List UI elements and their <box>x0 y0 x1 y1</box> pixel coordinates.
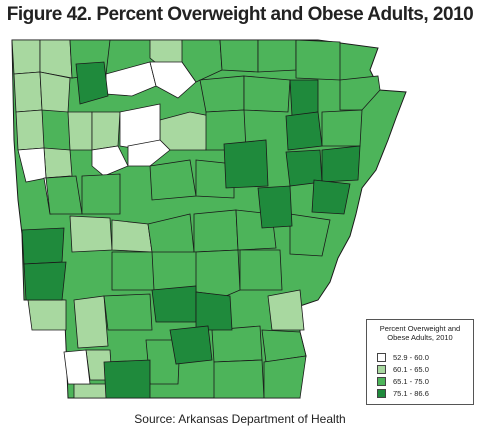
county <box>23 261 67 301</box>
county <box>111 219 153 253</box>
legend-label: 60.1 - 65.0 <box>393 365 429 374</box>
county <box>181 39 223 83</box>
county <box>289 213 331 257</box>
figure-title: Figure 42. Percent Overweight and Obese … <box>6 4 474 25</box>
county <box>149 61 197 99</box>
county <box>81 173 121 215</box>
county <box>339 75 381 111</box>
legend-label: 52.9 - 60.0 <box>393 353 429 362</box>
county <box>321 145 361 183</box>
county <box>219 39 259 73</box>
county <box>213 359 265 399</box>
county <box>27 299 67 331</box>
county <box>321 109 363 147</box>
county <box>11 39 41 75</box>
county <box>257 185 293 229</box>
map-legend: Percent Overweight and Obese Adults, 201… <box>366 319 474 405</box>
legend-swatch <box>377 389 386 398</box>
county <box>263 355 307 399</box>
county <box>103 359 151 399</box>
county <box>195 249 241 297</box>
county <box>199 75 245 113</box>
county <box>15 109 45 151</box>
legend-swatch <box>377 353 386 362</box>
county <box>311 179 351 215</box>
county <box>223 139 269 189</box>
source-note: Source: Arkansas Department of Health <box>134 412 346 426</box>
legend-title: Percent Overweight and Obese Adults, 201… <box>367 324 473 342</box>
county <box>69 215 113 253</box>
light-counties <box>11 39 305 399</box>
county <box>75 61 109 105</box>
county <box>45 175 83 215</box>
county <box>67 111 93 151</box>
county <box>295 39 341 81</box>
county <box>103 293 153 331</box>
county <box>73 383 111 399</box>
county <box>151 285 197 323</box>
county <box>267 289 305 331</box>
legend-title-line1: Percent Overweight and <box>379 324 461 333</box>
medium-counties <box>45 39 381 399</box>
county <box>91 145 129 177</box>
county <box>169 325 213 365</box>
county <box>243 75 291 113</box>
legend-swatch <box>377 377 386 386</box>
county <box>149 159 197 201</box>
county <box>289 79 319 117</box>
legend-label: 65.1 - 75.0 <box>393 377 429 386</box>
county <box>43 147 73 179</box>
legend-swatch <box>377 365 386 374</box>
county <box>195 159 235 199</box>
legend-title-line2: Obese Adults, 2010 <box>387 333 453 342</box>
county <box>257 39 297 73</box>
county <box>91 111 121 151</box>
dark-counties <box>21 61 361 399</box>
county <box>211 325 263 363</box>
legend-label: 75.1 - 86.6 <box>393 389 429 398</box>
county <box>39 71 71 113</box>
county <box>39 39 73 79</box>
county <box>195 291 233 331</box>
county <box>127 139 171 167</box>
arkansas-choropleth-map <box>11 39 407 399</box>
county <box>193 209 239 253</box>
county <box>285 111 323 151</box>
county <box>239 249 283 291</box>
county <box>159 111 211 151</box>
county <box>63 349 91 385</box>
county <box>73 295 109 349</box>
county <box>111 251 155 291</box>
county <box>13 71 43 113</box>
county <box>21 227 65 265</box>
